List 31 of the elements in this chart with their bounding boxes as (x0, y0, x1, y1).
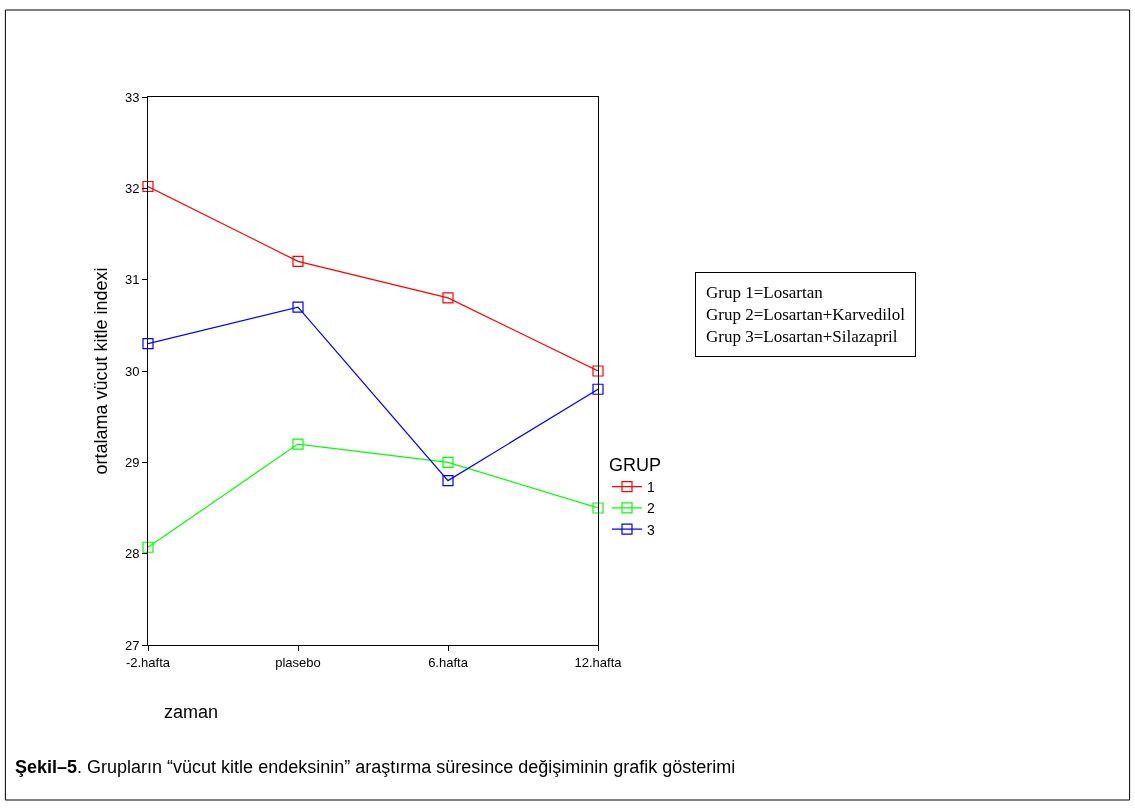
text: Grup 1=Losartan Grup 2=Losartan+Karvedilol Grup 3=Losartan+Silazapril (706, 283, 906, 347)
point (592, 365, 604, 377)
point (592, 502, 604, 514)
point (442, 456, 454, 468)
x-tick-label: 6.hafta (428, 654, 469, 670)
y-tick-label: 31 (124, 272, 140, 288)
y-tick-label: 28 (124, 546, 140, 562)
legend-label: 2 (647, 500, 655, 517)
point (142, 180, 154, 193)
x-tick-label: plasebo (275, 654, 321, 670)
point (292, 301, 304, 313)
legend-label: 3 (647, 521, 655, 538)
y-tick-label: 32 (124, 180, 140, 196)
point (292, 255, 304, 267)
point (592, 383, 604, 395)
y-tick-label: 27 (124, 637, 140, 653)
legend-title: GRUP (609, 455, 662, 476)
x-tick-label: -2.hafta (125, 654, 171, 670)
point (142, 541, 154, 553)
legend-label: 1 (647, 479, 655, 496)
x-tick-label: 12.hafta (574, 654, 623, 670)
y-tick-label: 29 (124, 454, 140, 470)
x-axis-title: zaman (164, 702, 219, 722)
y-axis-title: ortalama vücut kitle indexi (91, 267, 112, 475)
point (142, 338, 154, 350)
point (442, 475, 454, 487)
point (442, 292, 454, 304)
point (292, 438, 304, 450)
text: Şekil–5. Grupların “vücut kitle endeksinin” araştırma süresince değişiminin grafik gösterimi (15, 757, 736, 777)
y-tick-label: 30 (124, 363, 140, 379)
y-tick-label: 33 (124, 89, 140, 105)
